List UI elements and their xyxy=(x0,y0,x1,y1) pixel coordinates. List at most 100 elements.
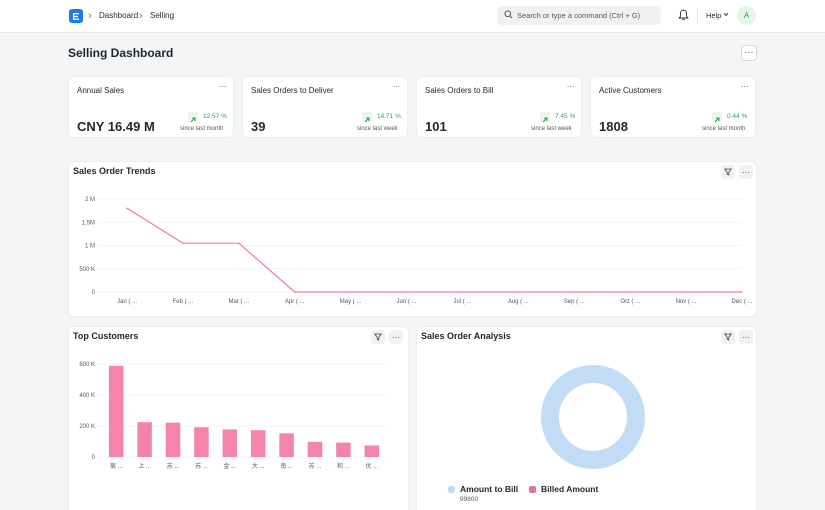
notification-bell-icon[interactable] xyxy=(678,9,689,21)
y-tick-label: 1.5M xyxy=(82,220,95,226)
x-tick-label: Oct ( ... xyxy=(620,299,640,305)
panel-menu-button[interactable]: ··· xyxy=(739,330,753,344)
kpi-trend-note: since last week xyxy=(531,126,572,132)
data-point xyxy=(741,291,743,293)
search-placeholder: Search or type a command (Ctrl + G) xyxy=(517,11,641,20)
breadcrumb-selling[interactable]: Selling xyxy=(150,11,175,20)
x-tick-label: Jan ( ... xyxy=(117,299,137,305)
card-menu-button[interactable]: ··· xyxy=(218,81,227,91)
series-line xyxy=(126,207,742,293)
top-customers-chart: 0 200 K 400 K 600 K 宿 ... 上 ... 苏 ... 苏 ... 金 ..… xyxy=(79,362,387,470)
navbar-divider xyxy=(697,9,698,23)
sales-order-trends-panel: Sales Order Trends ··· 0 500 K 1 M 1.5M 2 M J… xyxy=(68,161,757,317)
data-point xyxy=(238,242,240,244)
help-menu[interactable]: Help xyxy=(706,11,722,20)
trend-up-icon xyxy=(540,112,550,123)
trend-up-icon xyxy=(712,112,722,123)
panel-title: Sales Order Analysis xyxy=(421,331,511,341)
x-tick-label: 大 ... xyxy=(252,462,265,470)
data-point xyxy=(349,291,352,293)
panel-menu-button[interactable]: ··· xyxy=(739,165,753,179)
y-tick-label: 2 M xyxy=(85,197,95,203)
chevron-down-icon[interactable] xyxy=(723,12,729,17)
panel-title: Sales Order Trends xyxy=(73,166,156,176)
y-tick-label: 200 K xyxy=(79,424,95,430)
kpi-trend: 0.44 % xyxy=(727,113,748,120)
kpi-card-orders-to-deliver: Sales Orders to Deliver ··· 39 14.71 % s… xyxy=(242,76,408,138)
card-menu-button[interactable]: ··· xyxy=(740,81,749,91)
kpi-trend: 7.45 % xyxy=(555,113,576,120)
kpi-trend: 14.71 % xyxy=(377,113,401,120)
x-tick-label: Apr ( ... xyxy=(285,299,305,305)
y-tick-label: 0 xyxy=(92,290,96,296)
x-tick-label: Sep ( ... xyxy=(564,299,585,305)
panel-title: Top Customers xyxy=(73,331,139,341)
filter-button[interactable] xyxy=(721,165,735,179)
card-menu-button[interactable]: ··· xyxy=(566,81,575,91)
chevron-right-icon: › xyxy=(88,10,92,22)
x-tick-label: 和 ... xyxy=(337,462,350,470)
page-menu-button[interactable]: ··· xyxy=(741,45,757,61)
sales-order-analysis-chart xyxy=(541,365,645,469)
card-menu-button[interactable]: ··· xyxy=(392,81,401,91)
bar xyxy=(279,433,294,457)
data-point xyxy=(126,207,128,210)
x-tick-label: Nov ( ... xyxy=(676,299,697,305)
legend-swatch-amount-to-bill xyxy=(448,486,455,493)
bar xyxy=(108,365,124,457)
panel-menu-button[interactable]: ··· xyxy=(389,330,403,344)
x-tick-label: 优 ... xyxy=(365,462,378,470)
kpi-trend-note: since last month xyxy=(180,126,224,132)
filter-button[interactable] xyxy=(721,330,735,344)
kpi-value: 1808 xyxy=(599,119,628,134)
kpi-card-active-customers: Active Customers ··· 1808 0.44 % since l… xyxy=(590,76,756,138)
x-tick-label: 南 ... xyxy=(280,462,293,470)
x-tick-label: 金 ... xyxy=(223,462,236,470)
sales-order-analysis-panel: Sales Order Analysis ··· Amount to Bill … xyxy=(416,326,757,510)
x-tick-label: 上 ... xyxy=(138,462,151,470)
y-tick-label: 400 K xyxy=(79,393,95,399)
bar xyxy=(307,441,323,457)
x-tick-label: May ( ... xyxy=(340,299,362,305)
top-customers-panel: Top Customers ··· 0 200 K 400 K 600 K 宿 ... 上… xyxy=(68,326,409,510)
search-input[interactable]: Search or type a command (Ctrl + G) xyxy=(497,6,661,25)
legend-label-billed-amount: Billed Amount xyxy=(541,484,599,494)
kpi-card-annual-sales: Annual Sales ··· CNY 16.49 M 12.57 % sin… xyxy=(68,76,234,138)
kpi-title: Sales Orders to Bill xyxy=(425,86,494,95)
x-tick-label: 宿 ... xyxy=(110,462,123,470)
filter-button[interactable] xyxy=(371,330,385,344)
trend-up-icon xyxy=(188,112,198,123)
kpi-title: Annual Sales xyxy=(77,86,125,95)
navbar: › Dashboard › Selling Search or type a c… xyxy=(0,0,825,33)
kpi-trend-note: since last week xyxy=(357,126,398,132)
x-tick-label: Feb ( ... xyxy=(173,299,194,305)
y-tick-label: 1 M xyxy=(85,244,95,250)
kpi-title: Active Customers xyxy=(599,86,662,95)
filter-icon xyxy=(724,333,732,341)
x-tick-label: Mar ( ... xyxy=(228,299,249,305)
kpi-value: CNY 16.49 M xyxy=(77,119,155,134)
data-point xyxy=(685,291,687,293)
sales-order-trends-chart: 0 500 K 1 M 1.5M 2 M Jan ( ... Feb ( ... Mar ( … xyxy=(79,197,753,305)
breadcrumb-dashboard[interactable]: Dashboard xyxy=(99,11,139,20)
x-tick-label: Jul ( ... xyxy=(453,299,471,305)
kpi-value: 39 xyxy=(251,119,266,134)
bar xyxy=(250,430,266,457)
x-tick-label: Jun ( ... xyxy=(397,299,417,305)
donut-slice xyxy=(541,365,645,469)
x-tick-label: 苏 ... xyxy=(309,462,322,470)
user-avatar[interactable]: A xyxy=(737,6,756,25)
search-icon xyxy=(504,10,513,19)
kpi-title: Sales Orders to Deliver xyxy=(251,86,334,95)
x-tick-label: Aug ( ... xyxy=(508,299,529,305)
legend-label-amount-to-bill: Amount to Bill xyxy=(460,484,519,494)
x-tick-label: 苏 ... xyxy=(195,462,208,470)
app-logo[interactable] xyxy=(69,9,83,23)
data-point xyxy=(517,291,520,293)
y-tick-label: 600 K xyxy=(79,362,95,368)
app-logo-icon xyxy=(73,12,79,20)
bar xyxy=(165,422,181,457)
filter-icon xyxy=(724,168,732,176)
filter-icon xyxy=(374,333,382,341)
y-tick-label: 500 K xyxy=(79,267,95,273)
